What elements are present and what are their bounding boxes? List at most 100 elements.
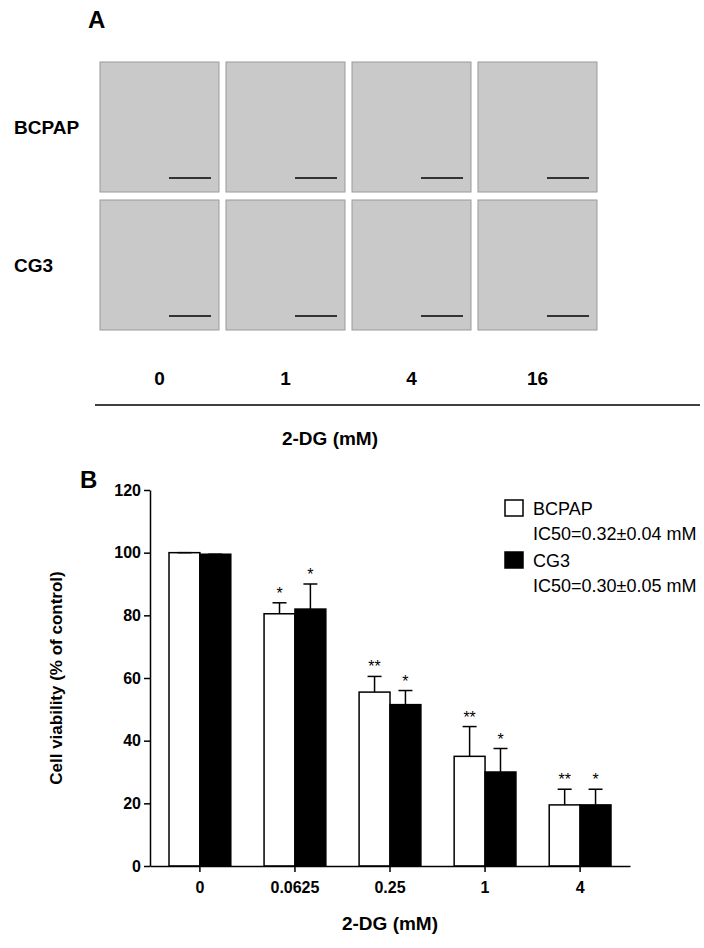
bar [549, 805, 580, 866]
tick-label: 0 [195, 879, 204, 896]
axis-title: Cell viability (% of control) [47, 571, 66, 784]
error-line [374, 676, 376, 692]
bar [169, 553, 200, 866]
separator [95, 404, 700, 406]
column-label: 1 [280, 368, 291, 389]
tick-label: 4 [576, 879, 585, 896]
column-label: 4 [406, 368, 417, 389]
micrograph [100, 62, 219, 192]
scale-bar [421, 177, 463, 179]
scale-bar [547, 315, 589, 317]
error-bar [558, 789, 572, 805]
x-axis: 0 0.0625 0.25 1 4 [151, 866, 631, 896]
error-bar [208, 554, 222, 555]
error-cap [463, 726, 477, 728]
micrograph [352, 62, 471, 192]
tick: 100 [114, 544, 150, 561]
error-cap [177, 552, 191, 554]
series [169, 553, 580, 866]
tick: 0.0625 [270, 866, 319, 896]
column-label: 0 [154, 368, 165, 389]
legend-swatch [505, 500, 523, 516]
significance-mark: * [497, 731, 503, 748]
tick-label: 120 [114, 482, 141, 499]
y-axis: 0 20 40 60 80 100 120 [114, 482, 150, 875]
error-bar [368, 676, 382, 692]
tick-mark [144, 490, 150, 492]
error-line [310, 584, 312, 609]
tick-mark [144, 866, 150, 868]
error-bar [463, 727, 477, 757]
tick: 0 [195, 866, 204, 896]
tick-mark [199, 866, 201, 872]
error-line [595, 789, 597, 805]
error-cap [273, 602, 287, 604]
tick-mark [144, 740, 150, 742]
bar [295, 609, 326, 866]
scale-bar [547, 177, 589, 179]
bar [485, 772, 516, 866]
tick-mark [389, 866, 391, 872]
bar [390, 705, 421, 866]
bar [264, 614, 295, 866]
axis-title: 2-DG (mM) [342, 913, 438, 934]
error-line [279, 603, 281, 614]
legend-swatch [505, 552, 523, 568]
tick-label: 0.0625 [270, 879, 319, 896]
tick-mark [144, 552, 150, 554]
scale-bar [295, 177, 337, 179]
tick-label: 1 [481, 879, 490, 896]
tick-label: 20 [123, 795, 141, 812]
tick-label: 80 [123, 607, 141, 624]
tick-mark [484, 866, 486, 872]
scale-bar [169, 315, 211, 317]
tick: 0 [132, 858, 150, 875]
error-cap [208, 553, 222, 555]
error-cap [493, 748, 507, 750]
significance-mark: * [276, 585, 282, 602]
significance-mark: ** [368, 658, 380, 675]
bar [454, 756, 485, 866]
error-bar [589, 789, 603, 805]
error-line [405, 691, 407, 705]
scale-bar [169, 177, 211, 179]
error-bar [273, 603, 287, 614]
micrograph [100, 200, 219, 330]
tick: 40 [123, 732, 150, 749]
row-label: BCPAP [14, 117, 79, 138]
panel-label: B [80, 466, 97, 493]
tick: 120 [114, 482, 150, 499]
plot-area [169, 553, 611, 866]
error-bar [303, 584, 317, 609]
micrograph [226, 62, 345, 192]
tick: 60 [123, 670, 150, 687]
micrograph [352, 200, 471, 330]
tick-mark [144, 615, 150, 617]
error-line [564, 789, 566, 805]
error-line [500, 749, 502, 773]
ic50-label: IC50=0.30±0.05 mM [533, 576, 696, 596]
legend-label: CG3 [533, 551, 570, 571]
significance-mark: ** [463, 709, 475, 726]
significance-mark: * [307, 566, 313, 583]
ic50-label: IC50=0.32±0.04 mM [533, 524, 696, 544]
error-line [469, 727, 471, 757]
significance-mark: ** [558, 771, 570, 788]
scale-bar [295, 315, 337, 317]
panel-label: A [88, 6, 105, 33]
column-label: 16 [527, 368, 548, 389]
series [200, 554, 611, 866]
tick: 4 [576, 866, 585, 896]
micrograph [478, 200, 597, 330]
tick-label: 0 [132, 858, 141, 875]
tick-label: 0.25 [374, 879, 405, 896]
bar [359, 692, 390, 866]
legend-label: BCPAP [533, 499, 593, 519]
tick-label: 60 [123, 670, 141, 687]
figure: ABCPAPCG3014162-DG (mM)B***********02040… [0, 0, 704, 948]
bar [580, 805, 611, 866]
tick-label: 100 [114, 544, 141, 561]
significance-mark: * [592, 771, 598, 788]
significance: *********** [276, 566, 598, 788]
tick: 0.25 [374, 866, 405, 896]
